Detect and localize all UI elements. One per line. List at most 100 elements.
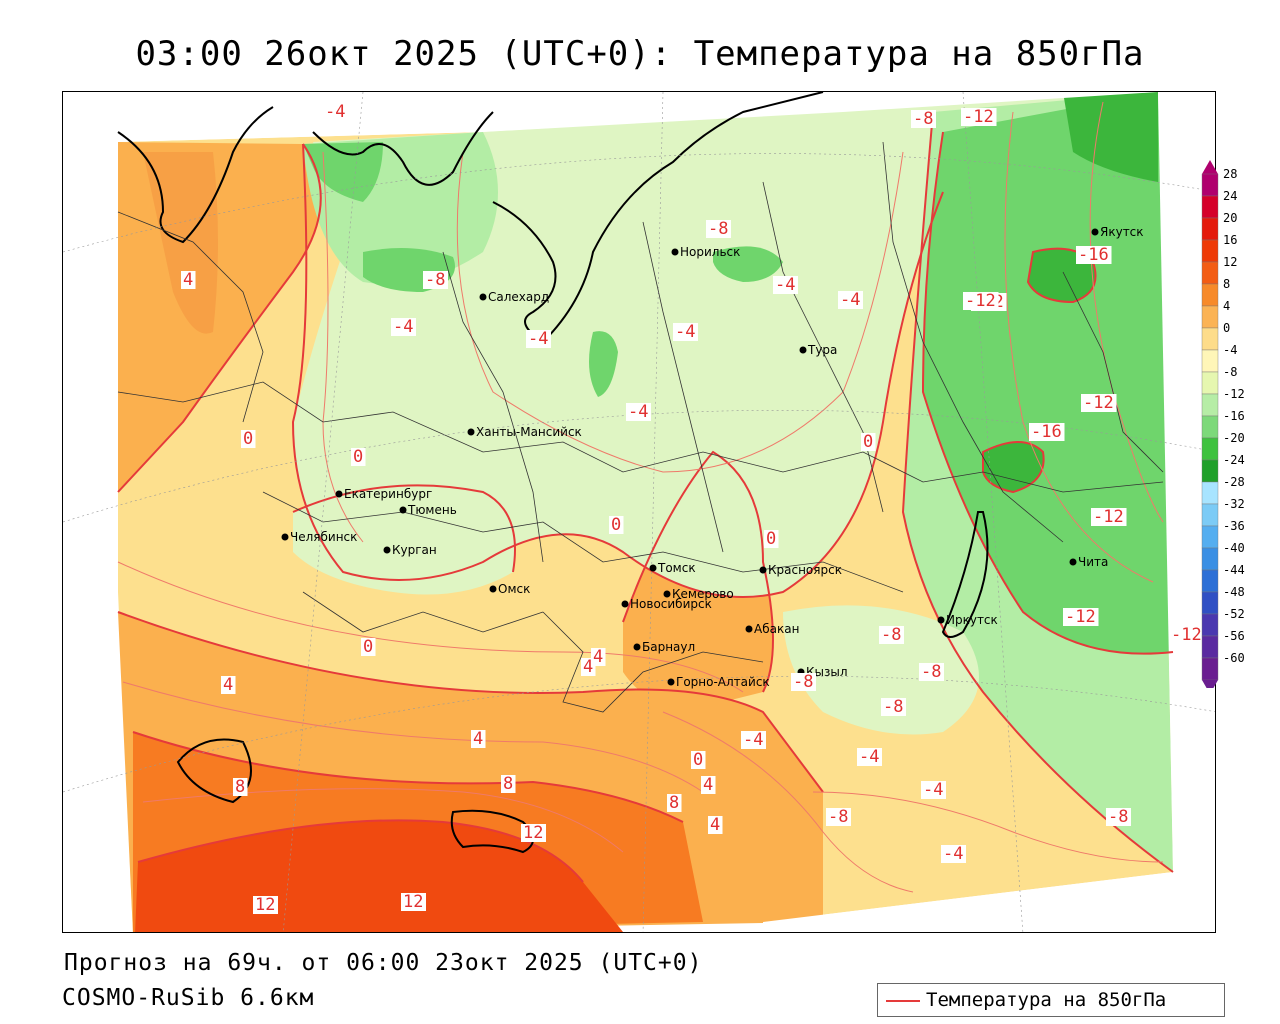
colorbar-tick-label: -48 (1223, 585, 1245, 599)
isoline-label-bg (526, 330, 551, 348)
band-cool-norilsk-8 (713, 246, 783, 282)
isoline-12 (137, 819, 584, 883)
isoline-east-8 (901, 111, 1174, 873)
colorbar-segment (1201, 349, 1219, 373)
isoline-label: -4 (923, 780, 943, 800)
isoline-label: 8 (669, 793, 679, 813)
isoline-label-bg (941, 845, 966, 863)
city-label: Томск (657, 561, 696, 575)
isoline-label: 4 (710, 815, 720, 835)
city-label: Челябинск (290, 530, 357, 544)
isoline-label-bg (879, 626, 904, 644)
city-label: Иркутск (946, 613, 998, 627)
isoline-label-bg (826, 808, 851, 826)
colorbar-tick-label: 12 (1223, 255, 1238, 269)
isoline-label-bg (1076, 246, 1112, 264)
isoline-label-bg (667, 794, 682, 812)
isoline-label: -4 (675, 322, 695, 342)
isoline-label-bg (253, 896, 278, 914)
colorbar-tick-label: -44 (1223, 563, 1245, 577)
isoline-label-bg (241, 430, 256, 448)
isoline-label-bg (919, 663, 944, 681)
isoline-label: 0 (863, 432, 873, 452)
band-cool-altai (783, 605, 979, 735)
isoline-label-bg (233, 778, 248, 796)
colorbar-segment (1201, 613, 1219, 637)
isoline-label-bg (501, 775, 516, 793)
band-cool-4 (293, 92, 1158, 597)
temperature-map[interactable]: Салехард Норильск Якутск Тура Ханты-Мансийск… (62, 91, 1216, 933)
isoline-label-bg (921, 781, 946, 799)
city-label: Тура (807, 343, 837, 357)
temperature-field (63, 92, 1215, 932)
isoline-label: 8 (503, 774, 513, 794)
cities-layer: Салехард Норильск Якутск Тура Ханты-Мансийск… (281, 225, 1144, 689)
isoline-label: -4 (528, 329, 548, 349)
coastlines (117, 92, 989, 854)
colorbar-segment (1201, 173, 1219, 197)
isoline-label: -4 (393, 317, 413, 337)
isoline-label: -8 (425, 270, 445, 290)
colorbar-segment (1201, 503, 1219, 527)
city-label: Екатеринбург (344, 487, 432, 501)
city-marker (621, 600, 629, 608)
forecast-info: Прогноз на 69ч. от 06:00 23окт 2025 (UTC… (64, 950, 703, 976)
isoline-label-bg (626, 403, 651, 421)
isoline-label-bg (609, 516, 624, 534)
colorbar-tick-label: 16 (1223, 233, 1238, 247)
city-marker (399, 506, 407, 514)
colorbar-tick-label: -24 (1223, 453, 1245, 467)
isoline-label: -8 (793, 672, 813, 692)
isoline-label: 0 (611, 515, 621, 535)
isoline-label: 12 (523, 823, 543, 843)
isoline-central (622, 450, 774, 693)
isoline-label: 8 (235, 777, 245, 797)
city-label: Ханты-Мансийск (476, 425, 582, 439)
isoline-label-bg (1169, 626, 1205, 644)
map-title: 03:00 26окт 2025 (UTC+0): Температура на… (135, 34, 1145, 74)
colorbar-tick-label: 8 (1223, 277, 1231, 291)
isoline-label: 4 (473, 729, 483, 749)
band-cool-mid-8 (589, 331, 618, 397)
band-cool-tyumen (293, 485, 515, 595)
isoline-label: -8 (708, 219, 728, 239)
colorbar-tick-label: -56 (1223, 629, 1245, 643)
city-label: Барнаул (642, 640, 695, 654)
city-label: Омск (498, 582, 530, 596)
colorbar-segment (1201, 371, 1219, 395)
isolines (117, 111, 1174, 883)
city-label: Новосибирск (630, 597, 712, 611)
isoline-label-bg (741, 731, 766, 749)
isoline-label-bg (857, 748, 882, 766)
isoline-label: -4 (628, 402, 648, 422)
city-label: Норильск (680, 245, 740, 259)
map-canvas: Салехард Норильск Якутск Тура Ханты-Мансийск… (63, 92, 1215, 932)
colorbar-segment (1201, 283, 1219, 307)
isoline-label: 4 (703, 775, 713, 795)
colorbar-tick-label: 20 (1223, 211, 1238, 225)
balkhash-lake (450, 809, 534, 854)
admin-borders (117, 141, 1164, 713)
legend-label: Температура на 850гПа (926, 989, 1167, 1011)
legend: Температура на 850гПа (877, 983, 1225, 1017)
colorbar-tick-label: -40 (1223, 541, 1245, 555)
isoline-label-bg (861, 433, 876, 451)
city-label: Курган (392, 543, 437, 557)
isoline-east-12 (921, 131, 1174, 655)
isoline-label-bg (764, 530, 779, 548)
isoline-label: 0 (363, 637, 373, 657)
isoline-label: 0 (766, 529, 776, 549)
isoline-label-bg (963, 292, 999, 310)
isoline-label: 0 (353, 447, 363, 467)
isoline-label-bg (1081, 394, 1117, 412)
colorbar-segment (1201, 481, 1219, 505)
city-label: Кемерово (672, 587, 734, 601)
isoline-label: -4 (325, 102, 345, 122)
baikal-lake (941, 511, 989, 638)
colorbar-segment (1201, 591, 1219, 615)
isoline-label-bg (708, 816, 723, 834)
isoline-label-bg (401, 893, 426, 911)
isoline-label-bg (838, 291, 863, 309)
isoline-label: 0 (693, 750, 703, 770)
isoline-label: -12 (1083, 393, 1114, 413)
